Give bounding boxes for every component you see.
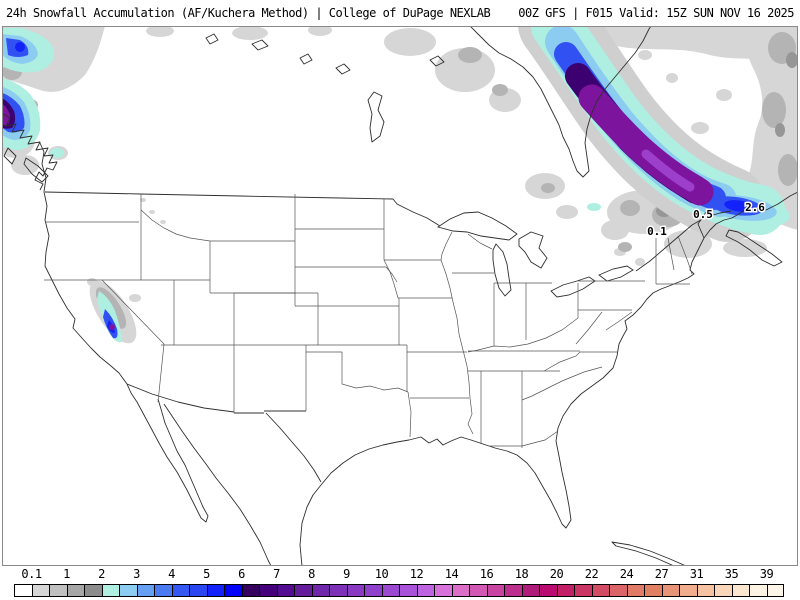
colorbar-cell bbox=[399, 584, 417, 597]
colorbar-label: 1 bbox=[63, 567, 70, 581]
colorbar-cell bbox=[31, 584, 49, 597]
colorbar-cell bbox=[434, 584, 452, 597]
colorbar-cell bbox=[66, 584, 84, 597]
colorbar-cell bbox=[154, 584, 172, 597]
colorbar-label: 14 bbox=[444, 567, 459, 581]
colorbar-cell bbox=[346, 584, 364, 597]
colorbar-cell bbox=[679, 584, 697, 597]
colorbar-label: 3 bbox=[133, 567, 140, 581]
colorbar-cell bbox=[364, 584, 382, 597]
colorbar-label: 24 bbox=[619, 567, 634, 581]
contour-value-label: 0.1 bbox=[647, 225, 667, 238]
colorbar-cell bbox=[206, 584, 224, 597]
snow-spot-sierra-nevada bbox=[97, 291, 122, 343]
colorbar-label: 12 bbox=[409, 567, 424, 581]
colorbar-cell bbox=[626, 584, 644, 597]
colorbar-cell bbox=[84, 584, 102, 597]
colorbar-cell bbox=[241, 584, 259, 597]
colorbar-cell bbox=[416, 584, 434, 597]
colorbar-label: 35 bbox=[724, 567, 739, 581]
contour-labels: 0.5 2.6 0.1 bbox=[646, 200, 767, 240]
colorbar-cell bbox=[276, 584, 294, 597]
colorbar-labels: 0.1 1 2 3 4 5 6 7 8 9 10 12 14 16 18 20 22 24 27 31 35 39 bbox=[14, 567, 786, 582]
title-bar: 24h Snowfall Accumulation (AF/Kuchera Me… bbox=[0, 0, 800, 26]
colorbar-cell bbox=[294, 584, 312, 597]
contour-value-label: 2.6 bbox=[745, 201, 765, 214]
colorbar-cell bbox=[556, 584, 574, 597]
snow-band-eastern-canada bbox=[518, 27, 790, 242]
colorbar-label: 4 bbox=[168, 567, 175, 581]
colorbar-label: 0.1 bbox=[21, 567, 42, 581]
coastlines bbox=[3, 27, 797, 565]
colorbar-cell bbox=[609, 584, 627, 597]
colorbar-label: 20 bbox=[549, 567, 564, 581]
colorbar-cell bbox=[486, 584, 504, 597]
colorbar-cell bbox=[224, 584, 242, 597]
colorbar-cell bbox=[696, 584, 714, 597]
map-title: 24h Snowfall Accumulation (AF/Kuchera Me… bbox=[6, 6, 491, 20]
colorbar-cell bbox=[171, 584, 189, 597]
colorbar-cell bbox=[714, 584, 732, 597]
colorbar-cell bbox=[101, 584, 119, 597]
snowfall-shading bbox=[3, 27, 797, 344]
colorbar-label: 10 bbox=[374, 567, 389, 581]
colorbar-cell bbox=[504, 584, 522, 597]
colorbar-cell bbox=[661, 584, 679, 597]
colorbar-cell bbox=[119, 584, 137, 597]
colorbar-cell bbox=[329, 584, 347, 597]
contour-value-label: 0.5 bbox=[693, 208, 713, 221]
colorbar-label: 16 bbox=[479, 567, 494, 581]
colorbar-cell bbox=[259, 584, 277, 597]
colorbar-cell bbox=[49, 584, 67, 597]
colorbar-cell bbox=[451, 584, 469, 597]
colorbar-label: 5 bbox=[203, 567, 210, 581]
colorbar-cell bbox=[539, 584, 557, 597]
colorbar-label: 18 bbox=[514, 567, 529, 581]
colorbar-cell bbox=[189, 584, 207, 597]
colorbar-cell bbox=[591, 584, 609, 597]
colorbar-cell bbox=[644, 584, 662, 597]
colorbar-label: 6 bbox=[238, 567, 245, 581]
us-state-boundaries bbox=[44, 194, 693, 448]
colorbar-label: 22 bbox=[584, 567, 599, 581]
colorbar-cell bbox=[766, 584, 784, 597]
colorbar-cell bbox=[14, 584, 32, 597]
colorbar-label: 8 bbox=[308, 567, 315, 581]
colorbar-label: 2 bbox=[98, 567, 105, 581]
colorbar-cell bbox=[469, 584, 487, 597]
map-frame bbox=[2, 26, 798, 566]
colorbar-label: 27 bbox=[654, 567, 669, 581]
colorbar-legend: 0.1 1 2 3 4 5 6 7 8 9 10 12 14 16 18 20 22 24 27 31 35 39 bbox=[0, 566, 800, 600]
colorbar-cell bbox=[381, 584, 399, 597]
colorbar-cell bbox=[574, 584, 592, 597]
colorbar-label: 7 bbox=[273, 567, 280, 581]
colorbar-cells bbox=[14, 584, 784, 597]
colorbar-label: 9 bbox=[343, 567, 350, 581]
colorbar-label: 31 bbox=[689, 567, 704, 581]
colorbar-cell bbox=[136, 584, 154, 597]
colorbar-cell bbox=[311, 584, 329, 597]
colorbar-cell bbox=[749, 584, 767, 597]
colorbar-cell bbox=[731, 584, 749, 597]
model-run-info: 00Z GFS | F015 Valid: 15Z SUN NOV 16 202… bbox=[518, 6, 794, 20]
colorbar-label: 39 bbox=[759, 567, 774, 581]
colorbar-cell bbox=[521, 584, 539, 597]
